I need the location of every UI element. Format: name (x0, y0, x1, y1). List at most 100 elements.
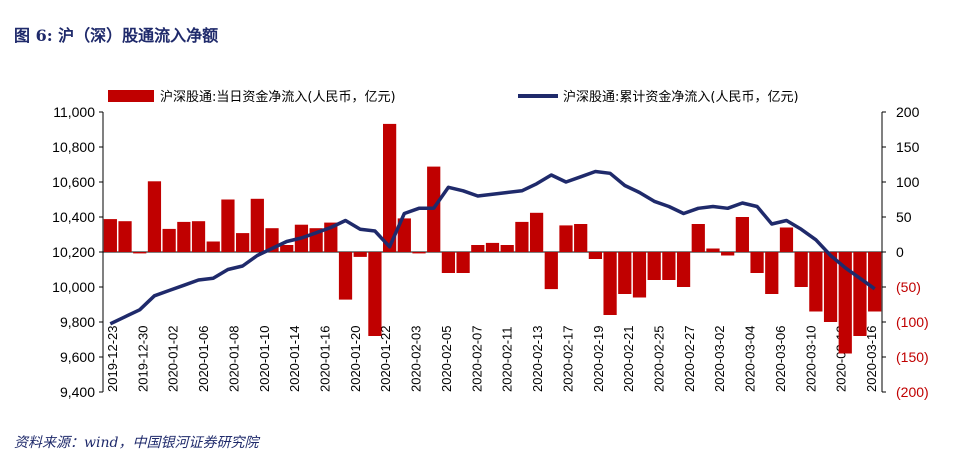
bar (177, 221, 191, 252)
bar (868, 252, 882, 312)
bar (647, 252, 661, 280)
bar (853, 252, 867, 336)
x-tick-label: 2020-03-04 (743, 326, 758, 393)
x-tick-label: 2020-03-10 (803, 326, 818, 393)
x-tick-label: 2020-02-13 (530, 326, 545, 393)
figure-source: 资料来源：wind，中国银河证券研究院 (14, 435, 259, 451)
x-tick-label: 2020-01-06 (196, 326, 211, 393)
right-tick-label: (200) (896, 384, 929, 400)
right-tick-label: 150 (896, 139, 920, 155)
x-tick-label: 2020-03-02 (712, 326, 727, 393)
left-tick-label: 9,800 (60, 314, 95, 330)
left-tick-label: 9,600 (60, 349, 95, 365)
right-tick-label: 100 (896, 174, 920, 190)
x-tick-label: 2020-02-19 (591, 326, 606, 393)
x-tick-label: 2020-01-20 (348, 326, 363, 393)
bar (147, 181, 162, 252)
bar (441, 252, 456, 273)
bar (574, 224, 588, 252)
x-tick-label: 2020-01-22 (378, 326, 393, 393)
x-tick-label: 2020-02-17 (560, 326, 575, 393)
x-tick-label: 2020-02-07 (469, 326, 484, 393)
left-tick-label: 9,400 (60, 384, 95, 400)
bar (706, 248, 720, 252)
bar (779, 227, 794, 252)
bar (750, 252, 764, 273)
bar (765, 252, 779, 294)
bar (823, 252, 838, 322)
bar (118, 221, 132, 252)
right-tick-label: 0 (896, 244, 904, 260)
bar (456, 252, 470, 273)
bar (838, 252, 852, 354)
x-tick-label: 2020-02-27 (682, 326, 697, 393)
line-series (109, 169, 876, 326)
x-tick-label: 2020-01-14 (287, 326, 302, 393)
bar (485, 242, 500, 252)
left-tick-label: 10,000 (52, 279, 95, 295)
bar (632, 252, 647, 298)
right-tick-label: 200 (896, 104, 920, 120)
legend-label-bar: 沪深股通:当日资金净流入(人民币，亿元) (160, 89, 396, 105)
bar (735, 217, 749, 252)
x-tick-label: 2020-01-16 (318, 326, 333, 393)
x-tick-label: 2020-02-21 (621, 326, 636, 393)
left-tick-label: 10,400 (52, 209, 95, 225)
bar (603, 252, 617, 315)
x-tick-label: 2020-01-10 (257, 326, 272, 393)
legend-swatch-bar (108, 90, 154, 102)
bar (529, 212, 544, 252)
right-axis: (200) (150) (100) (50) 0 50 100 150 200 (881, 104, 929, 400)
x-tick-label: 2020-02-11 (500, 326, 515, 392)
bar (221, 199, 235, 252)
bar (559, 225, 573, 252)
right-tick-label: 50 (896, 209, 912, 225)
x-tick-label: 2020-02-25 (651, 326, 666, 393)
right-tick-label: (150) (896, 349, 929, 365)
bar (662, 252, 676, 280)
x-tick-label: 2019-12-30 (135, 326, 150, 393)
bar (250, 198, 264, 252)
x-tick-label: 2020-02-05 (439, 326, 454, 392)
right-tick-label: (50) (896, 279, 921, 295)
x-tick-label: 2020-03-16 (864, 326, 879, 393)
bar (691, 224, 705, 252)
bar (353, 252, 367, 257)
bar (471, 245, 485, 252)
bar (280, 245, 294, 252)
bar (338, 252, 353, 300)
bar (162, 228, 176, 252)
bar (368, 252, 382, 336)
bar (236, 233, 250, 252)
bar (103, 219, 117, 252)
bar-series (103, 123, 882, 354)
bar (191, 221, 206, 252)
bar (676, 252, 691, 287)
left-axis: 9,400 9,600 9,800 10,000 10,200 10,400 10,600 1… (52, 104, 104, 400)
left-tick-label: 11,000 (53, 104, 95, 120)
bar (206, 241, 220, 252)
bar (500, 245, 514, 252)
x-tick-label: 2019-12-23 (105, 326, 120, 393)
bar (397, 218, 411, 252)
bar (794, 252, 808, 287)
bar (588, 252, 603, 259)
figure-title: 图 6: 沪（深）股通流入净额 (14, 26, 219, 45)
x-tick-label: 2020-02-03 (409, 326, 424, 393)
legend-label-line: 沪深股通:累计资金净流入(人民币，亿元) (563, 89, 799, 105)
bar (618, 252, 632, 294)
bar (809, 252, 823, 312)
bar (133, 252, 147, 254)
x-tick-label: 2020-03-06 (773, 326, 788, 393)
legend: 沪深股通:当日资金净流入(人民币，亿元) 沪深股通:累计资金净流入(人民币，亿元… (108, 89, 799, 105)
cumulative-line (109, 169, 876, 326)
x-tick-label: 2020-01-02 (166, 326, 181, 393)
bar (544, 252, 558, 290)
right-tick-label: (100) (896, 314, 929, 330)
x-tick-label: 2020-01-08 (226, 326, 241, 393)
bar (382, 123, 397, 253)
left-tick-label: 10,800 (52, 139, 95, 155)
left-tick-label: 10,200 (52, 244, 95, 260)
bar (412, 252, 426, 254)
